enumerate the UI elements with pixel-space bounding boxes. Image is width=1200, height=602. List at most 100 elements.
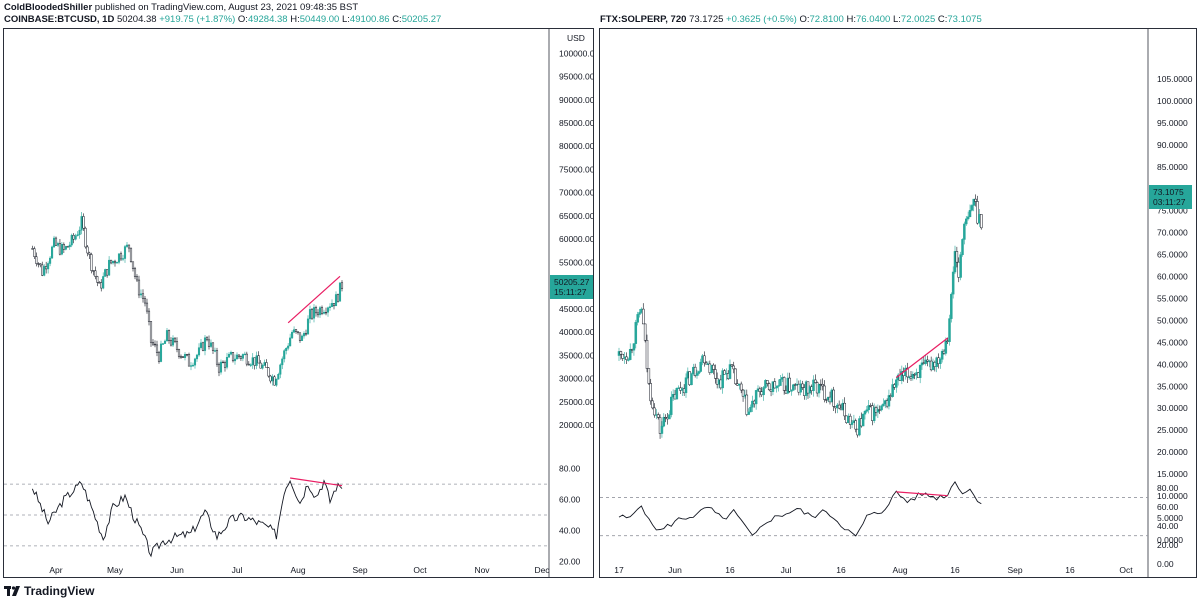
candle	[294, 329, 298, 334]
candle	[965, 216, 968, 226]
x-tick-label: 16	[950, 565, 960, 575]
candle	[779, 374, 782, 386]
candle-body	[179, 356, 183, 358]
candle-body	[275, 378, 278, 386]
tradingview-logo-icon	[4, 585, 20, 596]
candle	[699, 358, 702, 373]
candle-body	[668, 414, 671, 420]
candle	[219, 359, 223, 375]
candle	[911, 371, 915, 381]
x-tick-label: Aug	[892, 565, 907, 575]
candle	[662, 413, 666, 428]
y-tick-label: 25000.00	[559, 397, 593, 407]
candle-body	[129, 247, 133, 263]
candle-body	[926, 359, 929, 362]
candle-body	[217, 363, 221, 373]
candle	[269, 374, 272, 384]
left-symbol[interactable]: COINBASE:BTCUSD, 1D	[4, 14, 115, 25]
candle-body	[195, 354, 199, 360]
candle	[283, 348, 286, 363]
candle-body	[137, 279, 141, 296]
candle-body	[628, 349, 632, 360]
candle	[788, 372, 791, 393]
candle-body	[779, 378, 782, 386]
candle	[287, 343, 290, 351]
btc-chart-panel[interactable]: 100000.00 95000.00 90000.00 85000.00 80000.0…	[3, 28, 599, 578]
candle-body	[850, 422, 854, 425]
candle-body	[950, 293, 953, 319]
candle	[970, 204, 974, 212]
candle-body	[283, 350, 286, 360]
candle-body	[739, 383, 743, 391]
y-tick-label: 60000.00	[559, 234, 593, 244]
candle	[312, 304, 316, 323]
candle	[918, 364, 922, 384]
candle-body	[728, 364, 732, 379]
y-tick-label: 105.0000	[1157, 74, 1193, 84]
candle-body	[621, 353, 624, 359]
candle	[714, 364, 717, 384]
candle-body	[714, 369, 717, 379]
candle-body	[213, 350, 217, 352]
right-change: +0.3625 (+0.5%)	[726, 14, 797, 25]
candle	[338, 282, 342, 302]
candle-body	[94, 270, 97, 277]
candle	[187, 352, 191, 367]
candle	[959, 251, 962, 281]
left-symbol-header: COINBASE:BTCUSD, 1D 50204.38 +919.75 (+1…	[4, 14, 441, 25]
candle-body	[56, 243, 60, 246]
candle	[858, 415, 861, 437]
candle	[173, 337, 177, 344]
y-tick-label: 70000.00	[559, 188, 593, 198]
sol-chart-panel[interactable]: 105.0000 100.0000 95.0000 90.0000 85.0000 80.…	[599, 28, 1197, 578]
candle-body	[233, 358, 237, 362]
candle-body	[316, 312, 320, 316]
candle-body	[690, 373, 693, 386]
candle	[179, 354, 183, 359]
x-tick-label: Jun	[170, 565, 184, 575]
candle	[41, 261, 44, 277]
candle	[695, 369, 699, 379]
candle	[239, 355, 242, 361]
candle-body	[115, 262, 119, 264]
candle	[326, 306, 330, 317]
candle-body	[257, 355, 260, 364]
sol-chart-svg[interactable]: 105.0000 100.0000 95.0000 90.0000 85.0000 80.…	[600, 29, 1196, 577]
candle-body	[251, 357, 254, 366]
candle	[39, 263, 42, 268]
candle	[129, 247, 133, 263]
candle-body	[647, 368, 651, 384]
candle-body	[117, 253, 121, 263]
x-tick-label: Sep	[352, 565, 367, 575]
author-name[interactable]: ColdBloodedShiller	[4, 2, 93, 13]
candle-body	[799, 383, 802, 393]
btc-chart-svg[interactable]: 100000.00 95000.00 90000.00 85000.00 80000.0…	[4, 29, 599, 577]
candle-body	[279, 364, 282, 375]
candle-body	[92, 270, 95, 272]
candle	[302, 331, 306, 339]
candle	[110, 259, 113, 265]
right-symbol[interactable]: FTX:SOLPERP, 720	[600, 14, 687, 25]
candle	[968, 204, 972, 218]
candle	[721, 368, 724, 394]
candle	[891, 378, 894, 398]
candle	[649, 378, 652, 405]
candle-body	[653, 407, 656, 416]
candle	[205, 336, 209, 342]
candle	[47, 261, 50, 274]
candle	[832, 386, 835, 411]
candle	[68, 241, 71, 250]
candle-body	[277, 374, 280, 380]
candle	[51, 245, 54, 259]
candle-body	[293, 329, 296, 333]
candle	[812, 375, 815, 397]
candle-body	[328, 306, 332, 308]
candle	[197, 343, 201, 357]
tradingview-brand[interactable]: TradingView	[4, 584, 94, 598]
candle	[298, 332, 302, 343]
candle-body	[68, 244, 71, 248]
candle-body	[119, 253, 123, 260]
candle	[113, 259, 117, 267]
candle-body	[271, 376, 274, 382]
candle	[627, 357, 630, 362]
